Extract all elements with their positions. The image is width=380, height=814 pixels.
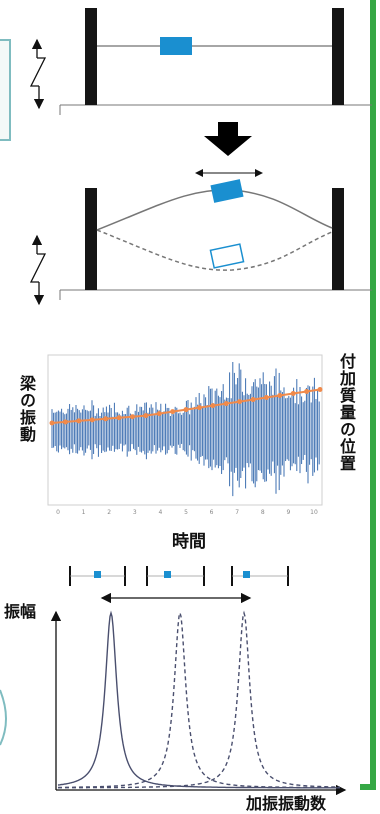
trend-marker <box>277 393 283 399</box>
trend-marker <box>170 409 176 415</box>
trend-marker <box>210 403 216 409</box>
trend-marker <box>290 391 296 397</box>
trend-marker <box>62 419 68 425</box>
trend-marker <box>263 395 269 401</box>
left-teal-arc <box>0 689 7 746</box>
trend-marker <box>103 416 109 422</box>
vibration-signal <box>51 361 320 497</box>
right-wall-2 <box>332 188 344 290</box>
plot-x-ticks: 0 1 2 3 4 5 6 7 8 9 10 <box>56 509 318 516</box>
plot-x-tick-label: 0 <box>56 509 60 516</box>
beam-diagram-bottom <box>29 169 372 306</box>
plot-x-tick-label: 9 <box>286 509 290 516</box>
plot-x-tick-label: 1 <box>82 509 86 516</box>
plot-x-tick-label: 7 <box>235 509 239 516</box>
frequency-label: 加振振動数 <box>246 794 327 813</box>
mass-position-label: 付加質量の位置 <box>337 353 356 472</box>
trend-marker <box>304 389 310 394</box>
right-wall <box>332 8 344 105</box>
trend-marker <box>116 415 122 421</box>
excitation-arrow-icon <box>29 38 47 110</box>
trend-marker <box>250 397 256 403</box>
left-wall-2 <box>85 188 97 290</box>
resonance-curve-2 <box>58 610 340 789</box>
time-label: 時間 <box>172 532 206 552</box>
plot-x-tick-label: 8 <box>261 509 265 516</box>
signal-plot: 0 1 2 3 4 5 6 7 8 9 10 <box>47 354 323 516</box>
mass-pos-2 <box>164 571 171 578</box>
trend-marker <box>223 401 229 407</box>
left-wall <box>85 8 97 105</box>
mass-pos-3 <box>243 571 250 578</box>
added-mass <box>160 37 192 55</box>
green-frame-bottom <box>360 784 376 790</box>
left-teal-box <box>0 39 11 141</box>
down-arrow-icon <box>204 122 252 156</box>
excitation-arrow-icon-2 <box>29 234 47 306</box>
trend-marker <box>129 414 135 420</box>
plot-x-tick-label: 3 <box>133 509 137 516</box>
trend-marker <box>143 413 149 419</box>
mass-up <box>210 179 244 203</box>
mass-position-markers <box>49 386 323 426</box>
plot-x-tick-label: 10 <box>310 509 318 516</box>
trend-marker <box>156 411 162 417</box>
plot-x-tick-label: 4 <box>158 509 162 516</box>
amplitude-label: 振幅 <box>4 602 37 621</box>
beam-down <box>96 229 333 271</box>
beam-diagram-top <box>29 8 372 115</box>
green-frame-right <box>370 0 376 790</box>
trend-marker <box>183 407 189 413</box>
plot-x-tick-label: 6 <box>210 509 214 516</box>
mass-down <box>209 243 245 269</box>
trend-marker <box>76 418 82 424</box>
plot-x-tick-label: 2 <box>107 509 111 516</box>
resonance-curve-3 <box>57 610 340 789</box>
trend-marker <box>317 386 323 392</box>
mass-pos-1 <box>94 571 101 578</box>
beam-vibration-label: 梁の振動 <box>17 375 36 443</box>
plot-x-tick-label: 5 <box>184 509 188 516</box>
resonance-curve-1 <box>57 610 340 789</box>
trend-marker <box>196 405 202 411</box>
resonance-plot <box>50 610 347 796</box>
mass-position-row <box>69 566 289 586</box>
trend-marker <box>237 399 243 405</box>
trend-marker <box>49 420 55 426</box>
trend-marker <box>89 417 95 423</box>
